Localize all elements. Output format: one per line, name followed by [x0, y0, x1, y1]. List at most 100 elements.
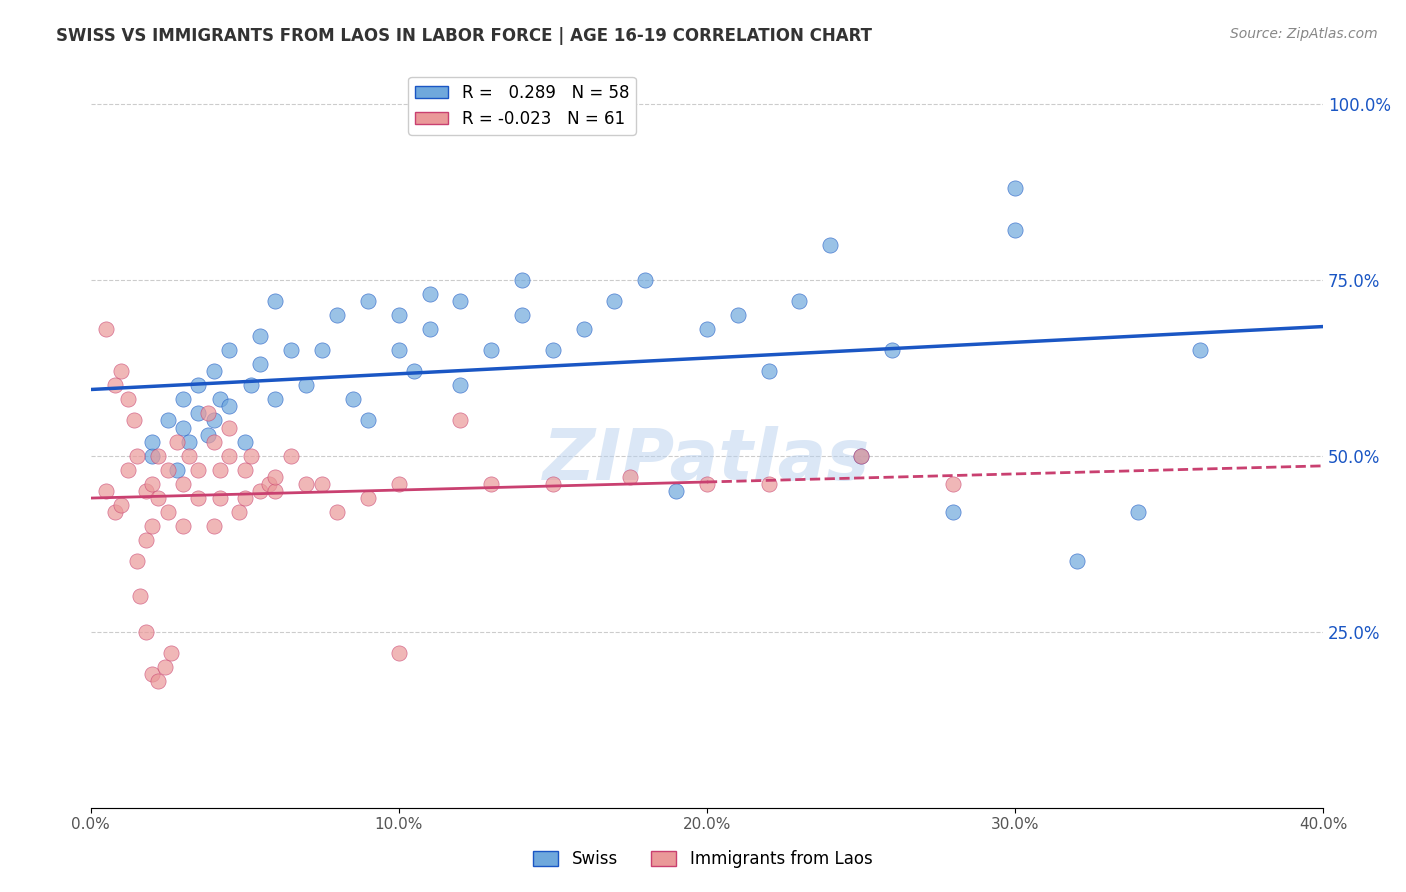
Point — [141, 449, 163, 463]
Point — [233, 463, 256, 477]
Point — [449, 378, 471, 392]
Point — [1188, 343, 1211, 357]
Point — [208, 491, 231, 505]
Point — [342, 392, 364, 407]
Point — [541, 476, 564, 491]
Point — [510, 273, 533, 287]
Point — [148, 673, 170, 688]
Point — [665, 483, 688, 498]
Point — [357, 491, 380, 505]
Point — [239, 378, 262, 392]
Point — [172, 519, 194, 533]
Point — [202, 434, 225, 449]
Point — [218, 449, 240, 463]
Point — [326, 308, 349, 322]
Point — [311, 476, 333, 491]
Point — [202, 364, 225, 378]
Point — [388, 476, 411, 491]
Point — [727, 308, 749, 322]
Point — [1004, 181, 1026, 195]
Point — [233, 491, 256, 505]
Point — [357, 293, 380, 308]
Point — [218, 420, 240, 434]
Point — [326, 505, 349, 519]
Point — [228, 505, 250, 519]
Point — [156, 463, 179, 477]
Point — [449, 413, 471, 427]
Point — [110, 364, 132, 378]
Point — [249, 357, 271, 371]
Point — [264, 293, 287, 308]
Point — [104, 505, 127, 519]
Point — [166, 463, 188, 477]
Point — [295, 476, 318, 491]
Point — [249, 329, 271, 343]
Point — [789, 293, 811, 308]
Point — [1128, 505, 1150, 519]
Point — [202, 519, 225, 533]
Point — [942, 476, 965, 491]
Point — [110, 498, 132, 512]
Point — [197, 407, 219, 421]
Point — [259, 476, 281, 491]
Point — [218, 343, 240, 357]
Point — [264, 392, 287, 407]
Point — [166, 434, 188, 449]
Point — [202, 413, 225, 427]
Point — [233, 434, 256, 449]
Point — [179, 434, 201, 449]
Point — [388, 308, 411, 322]
Point — [357, 413, 380, 427]
Point — [94, 322, 117, 336]
Point — [104, 378, 127, 392]
Point — [541, 343, 564, 357]
Point — [311, 343, 333, 357]
Point — [880, 343, 903, 357]
Point — [603, 293, 626, 308]
Point — [218, 400, 240, 414]
Point — [404, 364, 426, 378]
Point — [117, 463, 139, 477]
Point — [264, 483, 287, 498]
Point — [159, 646, 181, 660]
Point — [153, 660, 176, 674]
Point — [510, 308, 533, 322]
Point — [141, 667, 163, 681]
Point — [619, 470, 641, 484]
Point — [129, 590, 152, 604]
Point — [449, 293, 471, 308]
Point — [141, 434, 163, 449]
Point — [94, 483, 117, 498]
Point — [419, 286, 441, 301]
Point — [249, 483, 271, 498]
Point — [172, 476, 194, 491]
Point — [572, 322, 595, 336]
Point — [187, 491, 209, 505]
Point — [122, 413, 145, 427]
Point — [156, 505, 179, 519]
Point — [849, 449, 872, 463]
Point — [696, 476, 718, 491]
Point — [280, 343, 302, 357]
Text: ZIPatlas: ZIPatlas — [543, 425, 870, 495]
Point — [172, 420, 194, 434]
Point — [187, 407, 209, 421]
Point — [141, 519, 163, 533]
Point — [479, 476, 502, 491]
Point — [696, 322, 718, 336]
Point — [419, 322, 441, 336]
Legend: R =   0.289   N = 58, R = -0.023   N = 61: R = 0.289 N = 58, R = -0.023 N = 61 — [408, 77, 636, 135]
Point — [758, 364, 780, 378]
Point — [156, 413, 179, 427]
Point — [208, 463, 231, 477]
Point — [388, 343, 411, 357]
Point — [135, 624, 157, 639]
Point — [634, 273, 657, 287]
Point — [1004, 223, 1026, 237]
Point — [849, 449, 872, 463]
Point — [148, 449, 170, 463]
Text: Source: ZipAtlas.com: Source: ZipAtlas.com — [1230, 27, 1378, 41]
Point — [295, 378, 318, 392]
Text: SWISS VS IMMIGRANTS FROM LAOS IN LABOR FORCE | AGE 16-19 CORRELATION CHART: SWISS VS IMMIGRANTS FROM LAOS IN LABOR F… — [56, 27, 872, 45]
Point — [1066, 554, 1088, 568]
